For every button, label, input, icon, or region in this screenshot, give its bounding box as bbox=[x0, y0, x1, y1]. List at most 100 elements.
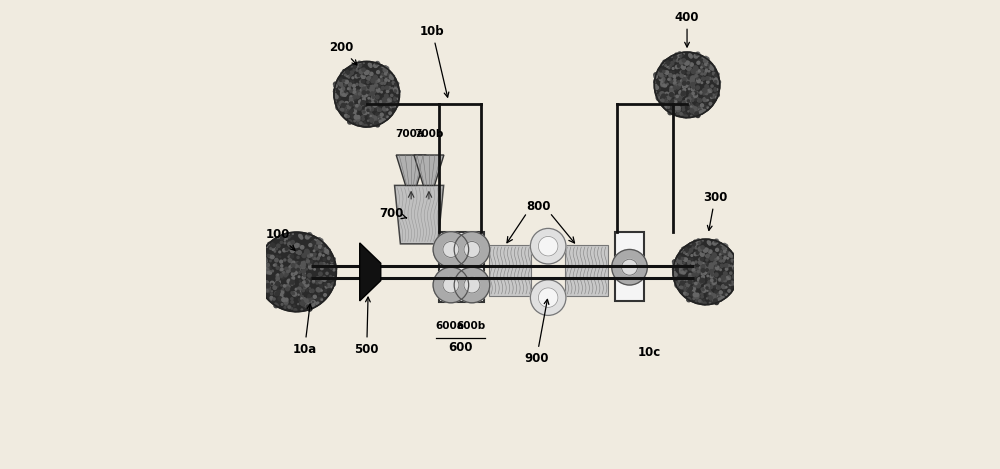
Circle shape bbox=[383, 107, 387, 111]
Circle shape bbox=[688, 288, 691, 292]
Circle shape bbox=[300, 235, 302, 236]
Circle shape bbox=[268, 242, 271, 246]
Circle shape bbox=[353, 84, 355, 87]
Circle shape bbox=[708, 293, 712, 297]
Circle shape bbox=[689, 273, 692, 277]
Circle shape bbox=[267, 288, 271, 292]
Circle shape bbox=[703, 272, 705, 274]
Circle shape bbox=[372, 102, 374, 104]
Circle shape bbox=[375, 115, 379, 119]
Circle shape bbox=[341, 87, 345, 90]
Circle shape bbox=[670, 89, 673, 92]
Circle shape bbox=[659, 77, 661, 79]
Circle shape bbox=[387, 91, 389, 92]
Circle shape bbox=[433, 232, 469, 267]
Circle shape bbox=[367, 76, 371, 80]
Circle shape bbox=[708, 70, 710, 72]
Circle shape bbox=[680, 281, 684, 285]
Circle shape bbox=[378, 117, 382, 121]
Circle shape bbox=[679, 280, 683, 283]
Circle shape bbox=[361, 102, 364, 106]
Bar bbox=[489, 245, 531, 296]
Circle shape bbox=[717, 287, 718, 289]
Circle shape bbox=[722, 296, 724, 299]
Circle shape bbox=[296, 295, 297, 296]
Circle shape bbox=[284, 242, 286, 244]
Circle shape bbox=[366, 90, 370, 94]
Polygon shape bbox=[414, 155, 444, 185]
Circle shape bbox=[684, 294, 685, 296]
Circle shape bbox=[700, 92, 702, 94]
Circle shape bbox=[686, 76, 689, 79]
Circle shape bbox=[682, 65, 685, 69]
Circle shape bbox=[673, 81, 676, 84]
Circle shape bbox=[691, 255, 693, 257]
Circle shape bbox=[361, 100, 365, 105]
Circle shape bbox=[715, 266, 719, 270]
Circle shape bbox=[718, 298, 721, 301]
Circle shape bbox=[342, 106, 345, 108]
Circle shape bbox=[691, 99, 694, 101]
Circle shape bbox=[681, 66, 683, 67]
Circle shape bbox=[351, 90, 352, 91]
Circle shape bbox=[701, 265, 705, 268]
Circle shape bbox=[661, 92, 664, 96]
Circle shape bbox=[368, 87, 370, 89]
Circle shape bbox=[709, 265, 713, 270]
Circle shape bbox=[714, 277, 716, 279]
Circle shape bbox=[701, 246, 704, 249]
Circle shape bbox=[694, 111, 697, 114]
Circle shape bbox=[731, 259, 734, 262]
Circle shape bbox=[724, 244, 728, 248]
Circle shape bbox=[717, 262, 719, 265]
Circle shape bbox=[665, 65, 666, 66]
Circle shape bbox=[359, 69, 363, 74]
Text: 800: 800 bbox=[526, 200, 551, 213]
Circle shape bbox=[687, 282, 690, 285]
Circle shape bbox=[301, 309, 303, 310]
Circle shape bbox=[380, 80, 382, 82]
Circle shape bbox=[320, 242, 324, 247]
Circle shape bbox=[675, 65, 679, 68]
Circle shape bbox=[665, 61, 668, 65]
Circle shape bbox=[701, 253, 704, 256]
Circle shape bbox=[346, 73, 350, 77]
Circle shape bbox=[357, 120, 359, 122]
Circle shape bbox=[709, 291, 712, 294]
Circle shape bbox=[300, 301, 304, 304]
Circle shape bbox=[689, 258, 691, 260]
Circle shape bbox=[361, 91, 363, 92]
Circle shape bbox=[371, 97, 374, 100]
Circle shape bbox=[369, 101, 370, 102]
Circle shape bbox=[369, 86, 373, 90]
Circle shape bbox=[692, 106, 694, 108]
Circle shape bbox=[681, 91, 686, 95]
Circle shape bbox=[290, 249, 294, 252]
Circle shape bbox=[303, 303, 305, 306]
Circle shape bbox=[388, 74, 389, 75]
Circle shape bbox=[700, 280, 703, 283]
Circle shape bbox=[311, 254, 313, 256]
Circle shape bbox=[707, 241, 709, 242]
Circle shape bbox=[681, 266, 685, 271]
Circle shape bbox=[695, 242, 698, 246]
Circle shape bbox=[295, 265, 299, 269]
Circle shape bbox=[364, 72, 365, 73]
Circle shape bbox=[291, 268, 295, 272]
Circle shape bbox=[697, 271, 700, 272]
Circle shape bbox=[280, 294, 283, 297]
Circle shape bbox=[666, 83, 668, 85]
Circle shape bbox=[680, 268, 681, 269]
Circle shape bbox=[362, 104, 364, 105]
Circle shape bbox=[288, 240, 291, 243]
Circle shape bbox=[735, 260, 738, 262]
Circle shape bbox=[709, 99, 712, 101]
Circle shape bbox=[714, 239, 719, 243]
Circle shape bbox=[358, 61, 361, 64]
Circle shape bbox=[688, 106, 691, 109]
Circle shape bbox=[333, 269, 335, 271]
Circle shape bbox=[320, 285, 323, 287]
Circle shape bbox=[690, 273, 691, 275]
Circle shape bbox=[661, 94, 666, 98]
Circle shape bbox=[689, 91, 691, 93]
